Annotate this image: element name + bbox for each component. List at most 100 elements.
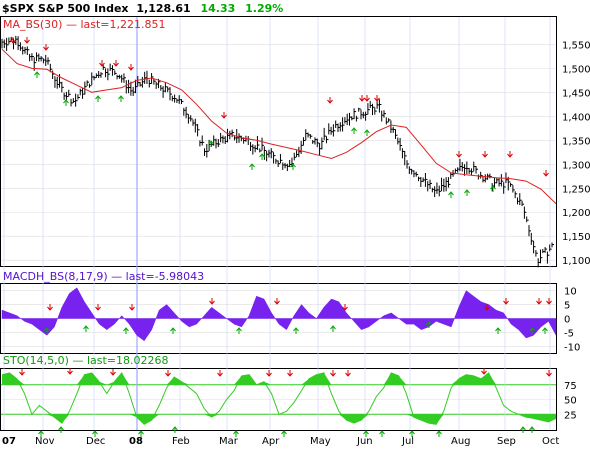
buy-signal-arrow-head [364, 129, 370, 134]
sell-signal-arrow [327, 97, 333, 104]
macd-axis-label: -5 [564, 328, 574, 339]
buy-signal-arrow-head [208, 140, 214, 145]
macd-buy-arrow [170, 327, 176, 334]
ma-dash: — [66, 18, 77, 31]
sto-buy-arrow [436, 430, 442, 437]
sto-buy-arrow [520, 426, 526, 433]
x-axis-label: Jun [356, 436, 373, 447]
macd-buy-arrow [426, 321, 432, 328]
macd-buy-arrow [83, 325, 89, 332]
price-panel-frame [0, 16, 557, 267]
sto-sell-arrow-head [481, 370, 487, 375]
sto-buy-arrow-head [409, 430, 415, 435]
macd-buy-arrow-head [44, 327, 50, 332]
buy-signal-arrow [490, 185, 496, 192]
sto-sell-arrow [546, 370, 552, 377]
sto-buy-arrow [92, 430, 98, 437]
x-axis-label: Aug [451, 436, 471, 447]
macd-sell-arrow-head [95, 306, 101, 311]
sto-axis-label: 25 [564, 410, 577, 421]
sto-sell-arrow [67, 368, 73, 375]
macd-buy-arrow [495, 327, 501, 334]
price-bars [1, 35, 554, 268]
sto-buy-arrow [529, 426, 535, 433]
price-axis-label: 1,450 [562, 88, 590, 99]
sell-signal-arrow [128, 64, 134, 71]
sell-signal-arrow [374, 95, 380, 102]
macd-dash: — [111, 270, 122, 283]
sell-signal-arrow-head [374, 97, 380, 102]
macd-histogram [1, 287, 557, 342]
sto-label: STO(14,5,0) — last=18.02268 [3, 354, 168, 367]
buy-signal-arrow [34, 71, 40, 78]
sell-signal-arrow [10, 37, 16, 44]
price-axis-label: 1,200 [562, 208, 590, 219]
x-axis-label: Apr [262, 436, 280, 447]
macd-sell-arrow [47, 304, 53, 311]
stochastic-shading [2, 372, 556, 425]
sto-sell-arrow [287, 370, 293, 377]
macd-sell-arrow-head [129, 306, 135, 311]
macd-sell-arrow [484, 304, 490, 311]
sell-signal-arrow-head [482, 153, 488, 158]
sell-signal-arrow-head [543, 172, 549, 177]
x-axis-label: 08 [129, 436, 143, 447]
sto-buy-arrow-head [436, 430, 442, 435]
price-change: 14.33 [201, 2, 236, 15]
sto-sell-arrow [481, 368, 487, 375]
macd-sell-arrow-head [484, 306, 490, 311]
signal-arrows [10, 37, 552, 437]
index-name: S&P 500 Index [38, 2, 129, 15]
sto-buy-arrow [58, 426, 64, 433]
price-axis-label: 1,400 [562, 112, 590, 123]
macd-sell-arrow-head [209, 300, 215, 305]
sto-dash: — [72, 354, 83, 367]
sell-signal-arrow-head [128, 66, 134, 71]
macd-sell-arrow-head [503, 300, 509, 305]
sto-buy-arrow [233, 430, 239, 437]
macd-buy-arrow-head [236, 327, 242, 332]
sto-buy-arrow-head [281, 430, 287, 435]
macd-name: MACDH_BS(8,17,9) [3, 270, 108, 283]
sto-buy-arrow [38, 430, 44, 437]
ma-name: MA_BS(30) [3, 18, 62, 31]
buy-signal-arrow [208, 140, 214, 147]
x-axis-label: Feb [172, 436, 190, 447]
buy-signal-arrow [448, 191, 454, 198]
macd-sell-arrow [274, 298, 280, 305]
axis-tick-labels: 1,550 1,500 1,450 1,400 1,350 1,300 1,250 1,200… [2, 40, 590, 447]
sell-signal-arrow-head [113, 62, 119, 67]
stochastic-line [1, 371, 557, 425]
sell-signal-arrow-head [327, 99, 333, 104]
sell-signal-arrow [43, 44, 49, 51]
sto-sell-arrow [345, 370, 351, 377]
sto-axis-label: 50 [564, 396, 577, 407]
buy-signal-arrow-head [259, 153, 265, 158]
price-axis-label: 1,100 [562, 256, 590, 267]
buy-signal-arrow [464, 189, 470, 196]
buy-signal-arrow-head [95, 95, 101, 100]
buy-signal-arrow-head [118, 95, 124, 100]
sell-signal-arrow [359, 95, 365, 102]
sto-buy-arrow-head [520, 426, 526, 431]
buy-signal-arrow [249, 163, 255, 170]
sell-signal-arrow [456, 151, 462, 158]
chart-header: $SPX S&P 500 Index 1,128.61 14.33 1.29% [2, 2, 283, 15]
buy-signal-arrow [118, 95, 124, 102]
macd-buy-arrow-head [293, 327, 299, 332]
sell-signal-arrow-head [221, 114, 227, 119]
x-axis-label: Jul [401, 436, 414, 447]
moving-average-line [1, 48, 557, 204]
sto-buy-arrow-head [172, 426, 178, 431]
sto-name: STO(14,5,0) [3, 354, 69, 367]
macd-panel-frame [0, 283, 557, 354]
buy-signal-arrow-head [290, 163, 296, 168]
sto-sell-arrow-head [110, 371, 116, 376]
macd-buy-arrow [123, 327, 129, 334]
buy-signal-arrow [259, 153, 265, 160]
macd-buy-arrow-head [426, 321, 432, 326]
macd-area [1, 287, 557, 342]
sto-oversold-area [2, 414, 556, 425]
buy-signal-arrow-head [63, 99, 69, 104]
last-price: 1,128.61 [136, 2, 190, 15]
